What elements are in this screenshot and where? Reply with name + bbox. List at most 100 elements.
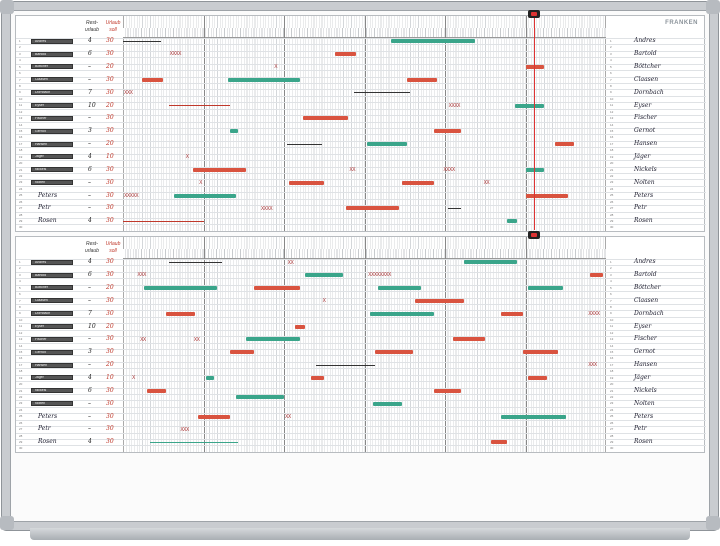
vacation-bar-green[interactable] [144,285,217,290]
employee-name-label[interactable]: Böttcher [31,64,73,70]
date-slider[interactable] [527,10,540,18]
vacation-bar-red[interactable] [147,388,166,393]
absence-marker[interactable]: XXXX [443,167,455,174]
absence-marker[interactable]: XXXXX [124,192,139,199]
vacation-bar-green[interactable] [528,285,564,290]
vacation-bar-red[interactable] [334,52,357,57]
absence-marker[interactable]: X [322,298,326,305]
vacation-bar-green[interactable] [206,375,215,380]
employee-name-label[interactable]: Eyser [31,324,73,329]
absence-marker[interactable]: X [132,375,135,382]
employee-name-label[interactable]: Böttcher [31,285,73,291]
vacation-bar-red[interactable] [302,116,349,121]
period-line[interactable] [168,105,231,107]
absence-marker[interactable]: XXX [137,272,146,279]
vacation-bar-green[interactable] [463,260,518,265]
vacation-bar-red[interactable] [198,414,231,419]
vacation-bar-green[interactable] [377,285,421,290]
vacation-bar-red[interactable] [310,375,325,380]
absence-marker[interactable]: X [199,179,202,186]
employee-name-label[interactable]: Gernot [31,128,73,134]
vacation-bar-green[interactable] [227,77,301,82]
vacation-bar-green[interactable] [372,401,403,406]
employee-name-label[interactable]: Claasen [31,298,73,304]
vacation-bar-green[interactable] [501,414,566,419]
vacation-bar-red[interactable] [490,440,507,445]
vacation-bar-red[interactable] [289,180,325,185]
employee-name-handwritten[interactable]: Petr [38,425,51,433]
vacation-bar-red[interactable] [589,273,604,278]
absence-marker[interactable]: XXXX [448,102,461,109]
absence-marker[interactable]: XX [483,179,490,186]
period-line[interactable] [149,442,239,444]
employee-name-label[interactable]: Nolten [31,180,73,186]
employee-name-label[interactable]: Fischer [31,115,73,121]
absence-marker[interactable]: XXXX [588,310,600,317]
absence-marker[interactable]: XXX [124,89,133,96]
employee-name-label[interactable]: Nolten [31,401,73,407]
employee-name-label[interactable]: Bartold [31,51,73,57]
absence-marker[interactable]: XX [285,413,291,420]
vacation-bar-green[interactable] [173,193,236,198]
vacation-bar-red[interactable] [434,388,462,393]
employee-name-label[interactable]: Nickels [31,388,73,394]
period-line[interactable] [316,364,376,366]
absence-marker[interactable]: X [185,154,189,161]
vacation-bar-red[interactable] [501,311,523,316]
employee-name-label[interactable]: Claasen [31,77,73,83]
date-slider[interactable] [527,231,540,239]
employee-name-label[interactable]: Gernot [31,349,73,355]
vacation-bar-green[interactable] [514,103,545,108]
period-line[interactable] [286,143,322,145]
absence-marker[interactable]: XX [140,336,146,343]
vacation-bar-green[interactable] [391,39,475,44]
employee-name-label[interactable]: Andres [31,38,73,44]
absence-marker[interactable]: XXXX [260,205,273,212]
employee-name-label[interactable]: Dornbach [31,311,73,317]
absence-marker[interactable]: XX [287,259,294,266]
vacation-bar-red[interactable] [434,129,462,134]
employee-name-label[interactable]: Andres [31,259,73,265]
period-line[interactable] [447,208,462,210]
absence-marker[interactable]: X [274,64,278,71]
period-line[interactable] [123,41,161,42]
vacation-bar-green[interactable] [525,167,545,172]
vacation-bar-red[interactable] [230,350,255,355]
vacation-bar-green[interactable] [235,395,284,400]
marker-tray[interactable] [30,528,690,540]
vacation-bar-green[interactable] [305,273,344,278]
employee-name-label[interactable]: Hansen [31,362,73,368]
absence-marker[interactable]: XX [193,336,200,343]
employee-name-label[interactable]: Dornbach [31,90,73,96]
vacation-bar-green[interactable] [367,142,408,147]
employee-name-label[interactable]: Jäger [31,154,73,160]
vacation-bar-red[interactable] [522,350,558,355]
employee-name-label[interactable]: Eyser [31,103,73,108]
absence-marker[interactable]: XXXX [169,51,182,58]
vacation-bar-red[interactable] [141,77,164,82]
employee-name-handwritten[interactable]: Rosen [38,438,57,446]
employee-name-handwritten[interactable]: Rosen [38,217,57,225]
employee-name-handwritten[interactable]: Peters [38,412,58,420]
employee-name-handwritten[interactable]: Peters [38,191,58,199]
vacation-bar-red[interactable] [407,77,437,82]
period-line[interactable] [353,92,411,94]
employee-name-label[interactable]: Jäger [31,375,73,381]
vacation-bar-red[interactable] [165,311,196,316]
vacation-bar-red[interactable] [402,180,435,185]
vacation-bar-green[interactable] [246,337,301,342]
employee-name-handwritten[interactable]: Petr [38,204,51,212]
vacation-bar-red[interactable] [294,324,306,329]
vacation-bar-green[interactable] [369,311,435,316]
employee-name-label[interactable]: Bartold [31,272,73,278]
vacation-bar-red[interactable] [375,350,413,355]
vacation-bar-red[interactable] [345,206,400,211]
vacation-bar-red[interactable] [525,193,569,198]
absence-marker[interactable]: XX [349,167,356,174]
vacation-bar-red[interactable] [528,375,547,380]
vacation-bar-red[interactable] [525,64,545,69]
vacation-bar-red[interactable] [254,285,301,290]
period-line[interactable] [123,221,204,223]
vacation-bar-red[interactable] [555,142,574,147]
employee-name-label[interactable]: Hansen [31,141,73,147]
